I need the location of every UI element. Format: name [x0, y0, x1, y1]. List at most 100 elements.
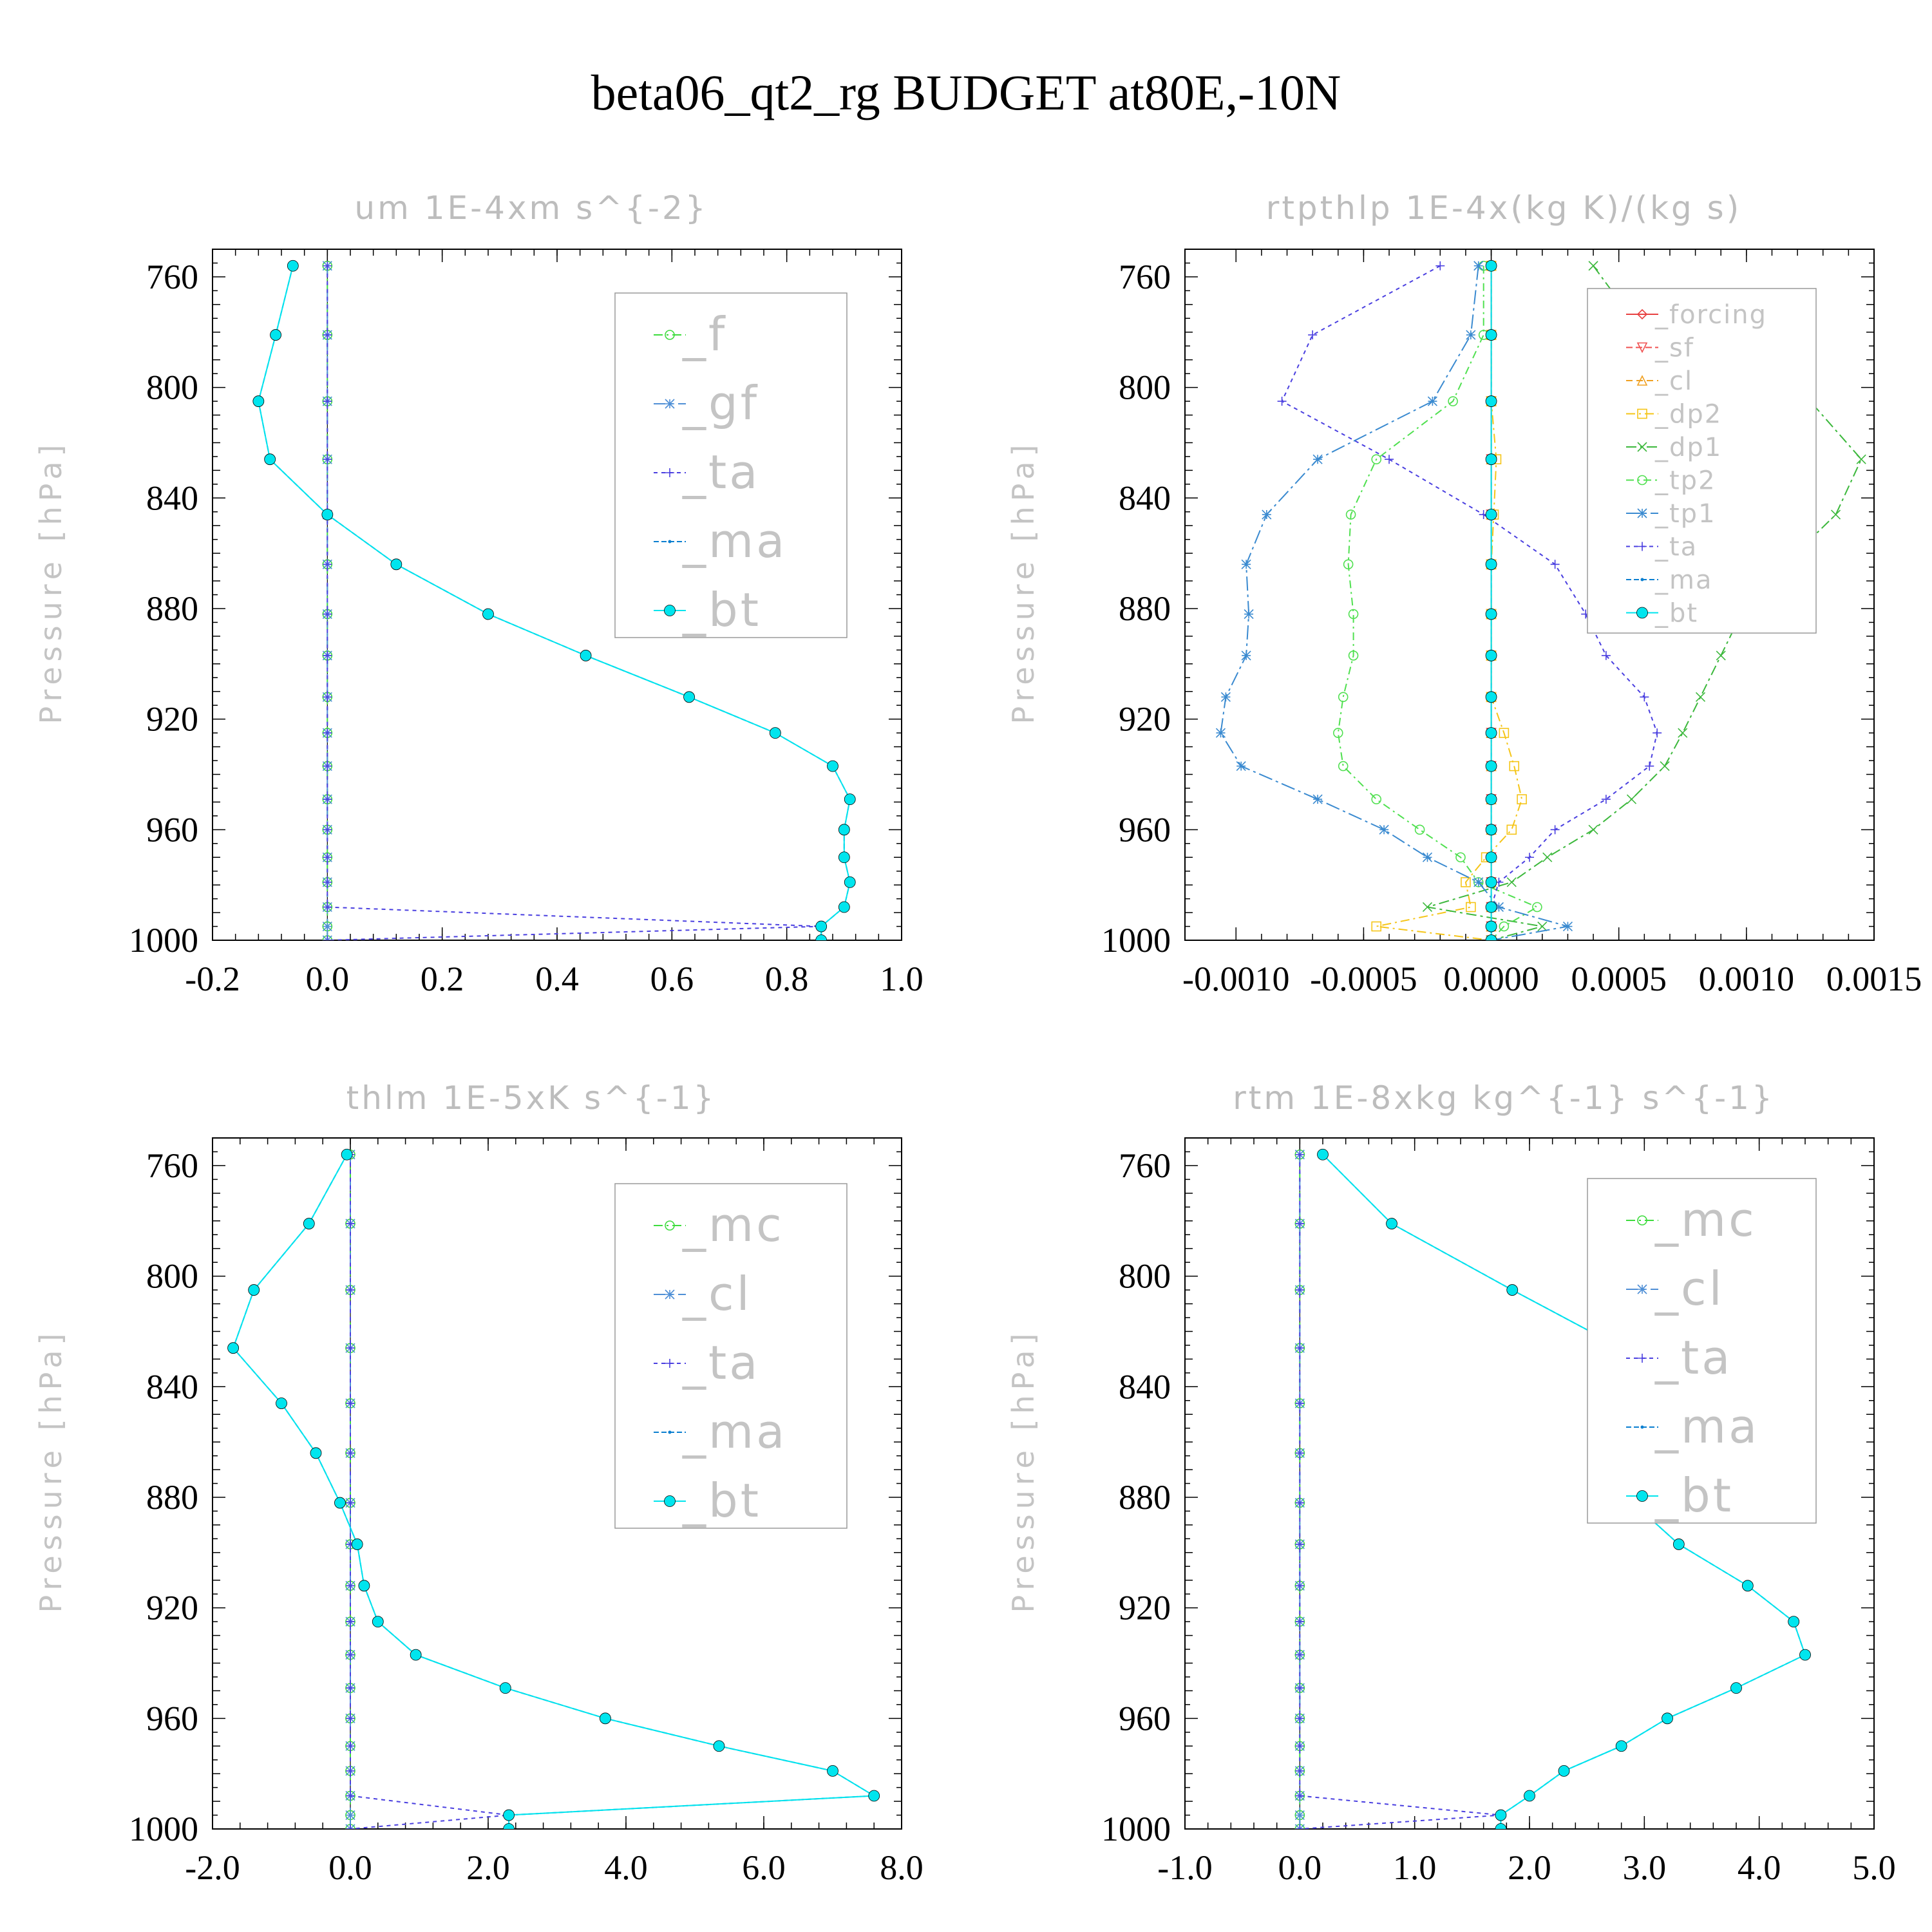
- legend-item: _bt: [654, 583, 759, 637]
- series-line: [232, 1154, 876, 1829]
- legend-marker: [1637, 442, 1647, 452]
- data-point: [321, 509, 334, 520]
- data-point: [323, 397, 332, 406]
- data-point: [1672, 1539, 1685, 1550]
- y-axis-label: Pressure [hPa]: [1006, 440, 1041, 724]
- data-point: [1435, 261, 1445, 270]
- data-point: [372, 1616, 384, 1628]
- legend-marker: [1636, 375, 1648, 386]
- data-point: [303, 1218, 315, 1229]
- data-point: [503, 1809, 515, 1821]
- y-tick-label: 920: [146, 1589, 198, 1627]
- data-point: [1856, 454, 1866, 464]
- data-point: [1338, 692, 1349, 703]
- legend-label: _ma: [1654, 1399, 1759, 1454]
- y-ticks: 760 800 840 880 920 960 1000: [1101, 249, 1874, 960]
- data-point: [1485, 395, 1497, 407]
- data-point: [1422, 852, 1433, 862]
- data-point: [1626, 794, 1637, 804]
- data-point: [838, 824, 850, 836]
- data-point: [1262, 509, 1272, 520]
- data-point: [1799, 1649, 1811, 1661]
- data-point: [1427, 396, 1437, 406]
- legend-label: _gf: [682, 376, 759, 430]
- data-point: [815, 934, 828, 940]
- legend-label: _sf: [1654, 334, 1694, 363]
- legend-label: _ma: [682, 514, 787, 568]
- data-point: [1308, 330, 1318, 340]
- data-point: [1473, 261, 1484, 271]
- data-point: [346, 1766, 355, 1776]
- x-tick-label: 0.2: [421, 960, 464, 998]
- x-tick-label: 0.0015: [1826, 960, 1922, 998]
- data-point: [346, 1650, 355, 1660]
- data-point: [1506, 1284, 1519, 1296]
- data-point: [227, 1342, 240, 1354]
- legend-label: _ma: [1654, 565, 1712, 595]
- data-point: [346, 1683, 355, 1693]
- data-point: [351, 1539, 363, 1550]
- y-tick-label: 800: [146, 368, 198, 407]
- data-point: [1562, 921, 1573, 932]
- data-point: [1601, 795, 1611, 804]
- legend-marker: [1640, 578, 1644, 582]
- panel-rtpthlp: rtpthlp 1E-4x(kg K)/(kg s) Pressure [hPa…: [1006, 189, 1922, 998]
- data-point: [323, 761, 332, 771]
- legend-label: _mc: [1654, 1193, 1757, 1247]
- data-point: [346, 1714, 355, 1723]
- y-tick-label: 960: [1119, 810, 1171, 849]
- legend-item: _bt: [1626, 599, 1697, 629]
- x-tick-label: 1.0: [880, 960, 923, 998]
- y-tick-label: 880: [1119, 1478, 1171, 1517]
- legend-marker: [665, 1359, 674, 1368]
- data-point: [1461, 877, 1471, 887]
- legend-item: _mc: [1626, 1193, 1757, 1247]
- data-point: [323, 795, 332, 804]
- x-ticks: -1.0 0.0 1.0 2.0 3.0 4.0 5.0: [1157, 1138, 1896, 1887]
- data-point: [1485, 760, 1497, 772]
- data-point: [1295, 1498, 1305, 1508]
- legend-marker: [1636, 308, 1648, 320]
- x-tick-label: 3.0: [1623, 1848, 1667, 1887]
- y-tick-label: 800: [146, 1257, 198, 1296]
- data-point: [1499, 921, 1510, 932]
- data-point: [1277, 397, 1287, 406]
- data-point: [358, 1580, 370, 1592]
- data-point: [1660, 761, 1670, 772]
- legend-marker: [1636, 1490, 1648, 1502]
- legend-marker: [1636, 342, 1648, 354]
- data-point: [1485, 934, 1497, 940]
- data-point: [1348, 650, 1359, 661]
- x-tick-label: -0.2: [185, 960, 240, 998]
- legend-label: _forcing: [1654, 300, 1767, 330]
- legend-marker: [665, 468, 674, 477]
- data-point: [838, 901, 850, 913]
- legend: _f _gf _ta _ma _bt: [614, 292, 848, 638]
- y-ticks: 760 800 840 880 920 960 1000: [129, 249, 902, 960]
- legend-item: _ma: [654, 1405, 784, 1459]
- data-point: [1678, 728, 1688, 738]
- data-point: [1332, 728, 1343, 738]
- data-point: [1345, 509, 1356, 520]
- panel-thlm: thlm 1E-5xK s^{-1} Pressure [hPa] 760 800…: [33, 1079, 923, 1887]
- y-tick-label: 840: [1119, 478, 1171, 517]
- x-tick-label: 4.0: [1738, 1848, 1781, 1887]
- data-point: [346, 1498, 355, 1508]
- y-tick-label: 1000: [1101, 1810, 1171, 1848]
- legend-marker: [1640, 1425, 1644, 1429]
- data-point: [1241, 559, 1251, 569]
- legend-marker: [1638, 542, 1647, 551]
- data-point: [1532, 902, 1542, 913]
- legend-marker: [1636, 607, 1648, 619]
- data-point: [1338, 761, 1349, 772]
- data-point: [1499, 728, 1510, 738]
- legend-marker: [665, 330, 675, 340]
- x-tick-label: 2.0: [1508, 1848, 1551, 1887]
- data-point: [868, 1790, 880, 1802]
- data-point: [1241, 650, 1251, 661]
- panel-title: um 1E-4xm s^{-2}: [354, 189, 708, 227]
- data-point: [1640, 692, 1649, 702]
- y-tick-label: 1000: [1101, 921, 1171, 960]
- y-tick-label: 800: [1119, 1257, 1171, 1296]
- data-point: [323, 455, 332, 464]
